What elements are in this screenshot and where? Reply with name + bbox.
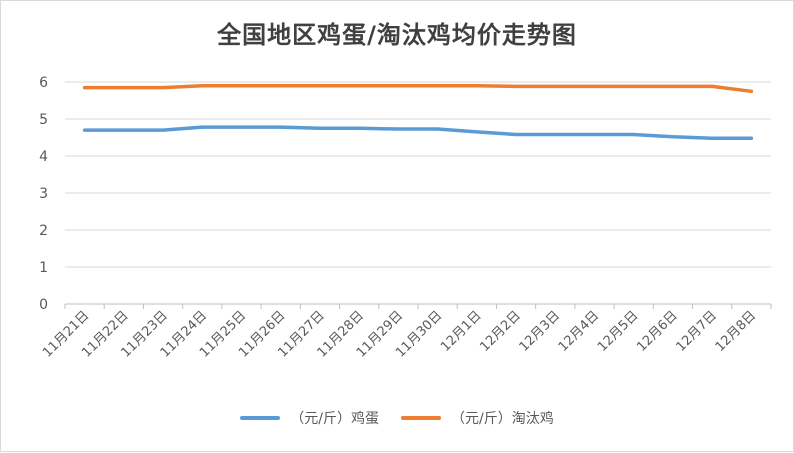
y-tick-label: 6 bbox=[39, 75, 48, 91]
y-tick-label: 1 bbox=[39, 260, 48, 276]
legend-item: （元/斤）鸡蛋 bbox=[240, 408, 379, 428]
x-tick-label: 12月3日 bbox=[517, 308, 564, 355]
series-line-0 bbox=[82, 125, 754, 140]
legend-item: （元/斤）淘汰鸡 bbox=[401, 408, 554, 428]
y-axis-ticks: 0 1 2 3 4 5 6 bbox=[39, 75, 48, 313]
x-tick-label: 12月6日 bbox=[634, 308, 681, 355]
legend-swatch bbox=[401, 416, 441, 420]
legend-label: （元/斤）淘汰鸡 bbox=[451, 411, 554, 427]
y-tick-label: 2 bbox=[39, 223, 48, 239]
grid-lines bbox=[65, 81, 771, 305]
legend: （元/斤）鸡蛋 （元/斤）淘汰鸡 bbox=[1, 408, 793, 428]
series-lines bbox=[82, 83, 754, 140]
y-tick-label: 4 bbox=[39, 149, 48, 165]
x-tick-label: 12月7日 bbox=[673, 308, 720, 355]
legend-label: （元/斤）鸡蛋 bbox=[290, 411, 379, 427]
legend-swatch bbox=[240, 416, 281, 420]
x-tick-label: 12月5日 bbox=[595, 308, 642, 355]
x-tick-label: 12月1日 bbox=[438, 308, 485, 355]
y-tick-label: 3 bbox=[39, 186, 48, 202]
x-axis-ticks: 11月21日11月22日11月23日11月24日11月25日11月26日11月2… bbox=[40, 304, 772, 361]
x-tick-label: 12月2日 bbox=[477, 308, 524, 355]
y-tick-label: 0 bbox=[39, 297, 48, 313]
x-tick-label: 12月4日 bbox=[556, 308, 603, 355]
chart-title: 全国地区鸡蛋/淘汰鸡均价走势图 bbox=[217, 21, 577, 49]
y-tick-label: 5 bbox=[39, 112, 48, 128]
series-line-1 bbox=[82, 83, 754, 94]
x-tick-label: 12月8日 bbox=[713, 308, 760, 355]
